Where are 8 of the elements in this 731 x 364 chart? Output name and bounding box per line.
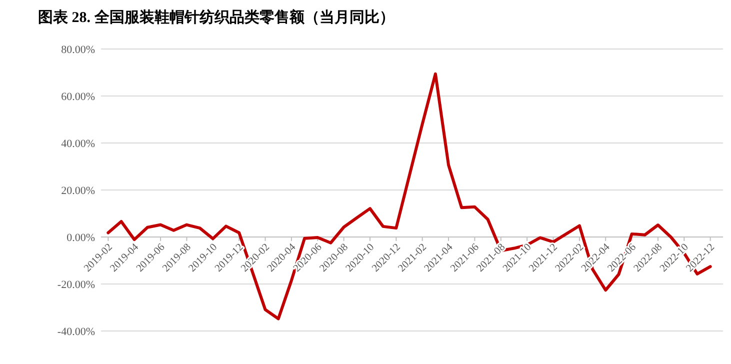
y-tick-label: 80.00%: [61, 44, 95, 56]
y-tick-label: 60.00%: [61, 91, 95, 103]
y-tick-label: -40.00%: [57, 326, 95, 338]
y-tick-label: 40.00%: [61, 138, 95, 150]
y-tick-label: 0.00%: [66, 232, 95, 244]
y-tick-label: -20.00%: [57, 279, 95, 291]
chart-title: 图表 28. 全国服装鞋帽针纺织品类零售额（当月同比）: [38, 8, 394, 26]
y-tick-label: 20.00%: [61, 185, 95, 197]
